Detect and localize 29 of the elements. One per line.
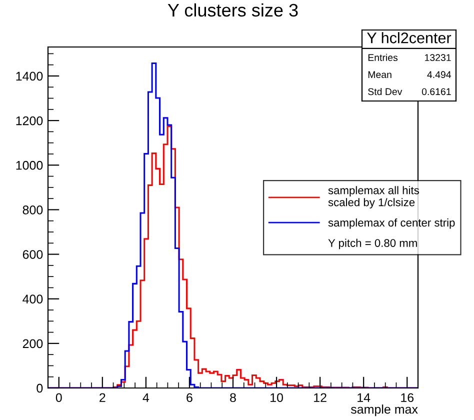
x-axis-title: sample max [350, 404, 418, 416]
x-tick-label: 16 [401, 393, 414, 402]
legend-label: samplemax all hits scaled by 1/clsize [328, 186, 419, 208]
x-tick-label: 6 [186, 393, 192, 402]
y-tick-label: 200 [22, 339, 43, 348]
legend-label: samplemax of center strip [328, 218, 455, 229]
y-tick-label: 0 [36, 384, 43, 393]
x-tick-label: 12 [314, 393, 326, 402]
x-tick-label: 0 [56, 393, 62, 402]
annotation: Entries [368, 54, 398, 62]
x-tick-label: 8 [230, 393, 236, 402]
text: Y hcl2center [367, 32, 452, 44]
y-tick-label: 400 [22, 294, 43, 304]
y-tick-label: 800 [22, 206, 43, 214]
annotation: Y pitch = 0.80 mm [328, 238, 417, 250]
y-tick-label: 1000 [16, 160, 43, 170]
text: 0.6161 [422, 88, 451, 96]
annotation: Mean [368, 71, 392, 78]
y-tick-label: 600 [22, 250, 43, 259]
annotation: Std Dev [368, 88, 402, 96]
text: 13231 [425, 54, 451, 62]
x-tick-label: 4 [142, 393, 150, 402]
y-tick-label: 1200 [16, 116, 43, 126]
x-tick-label: 10 [270, 393, 283, 402]
chart-title: Y clusters size 3 [168, 3, 298, 17]
x-tick-label: 14 [358, 393, 370, 402]
y-tick-label: 1400 [16, 72, 43, 81]
x-tick-label: 2 [100, 393, 106, 402]
text: 4.494 [427, 71, 452, 78]
